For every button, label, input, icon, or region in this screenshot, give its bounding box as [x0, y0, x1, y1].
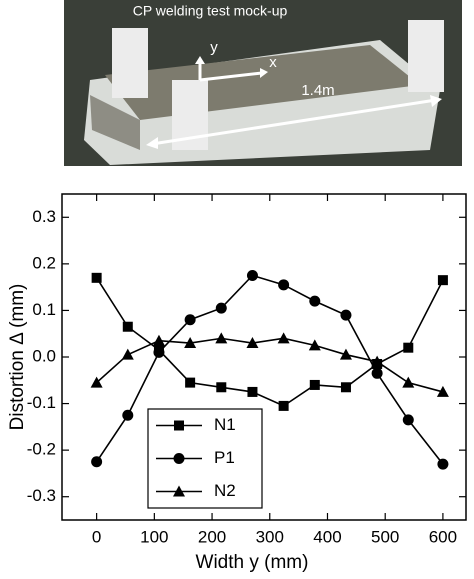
x-tick-label: 300 — [256, 527, 284, 546]
photo-title: CP welding test mock-up — [133, 3, 288, 19]
marker — [152, 334, 165, 346]
axes-arrows — [198, 62, 263, 82]
marker — [122, 409, 134, 421]
legend-label: N2 — [214, 481, 236, 500]
length-arrow — [151, 98, 437, 146]
photo: CP welding test mock-up y x 1.4m — [64, 0, 462, 166]
arrowhead — [430, 95, 442, 107]
y-tick-label: -0.2 — [27, 440, 56, 459]
y-tick-label: 0.1 — [32, 300, 56, 319]
marker — [308, 339, 321, 351]
marker — [403, 342, 414, 353]
marker — [246, 270, 258, 281]
marker — [91, 456, 103, 468]
marker — [122, 321, 133, 332]
marker — [184, 337, 197, 349]
marker — [436, 385, 449, 397]
marker — [153, 346, 165, 358]
photo-label: y — [210, 39, 218, 56]
arrowhead — [260, 68, 268, 78]
side-plate — [90, 95, 140, 150]
x-tick-label: 500 — [371, 527, 399, 546]
marker — [402, 414, 414, 426]
x-tick-label: 100 — [140, 527, 168, 546]
y-tick-label: 0.2 — [32, 253, 56, 272]
x-axis-title: Width y (mm) — [196, 552, 309, 573]
marker — [247, 386, 258, 397]
legend-label: N1 — [214, 415, 236, 434]
marker — [184, 314, 196, 326]
y-tick-label: 0.0 — [32, 346, 56, 365]
photo-label: 1.4m — [301, 82, 334, 99]
y-tick-label: 0.3 — [32, 207, 56, 226]
y-axis-title: Distortion Δ (mm) — [7, 284, 28, 431]
y-tick-label: -0.3 — [27, 486, 56, 505]
marker — [216, 382, 227, 393]
marker — [402, 376, 415, 388]
legend-label: P1 — [214, 448, 235, 467]
marker — [437, 275, 448, 286]
marker — [277, 332, 290, 344]
marker — [339, 348, 352, 360]
arrowhead — [195, 56, 205, 64]
marker — [215, 302, 227, 314]
marker — [185, 377, 196, 388]
clamp-right — [408, 20, 444, 92]
marker — [437, 458, 449, 470]
plot-frame — [61, 193, 467, 521]
marker — [91, 272, 102, 283]
marker — [90, 376, 103, 388]
marker — [371, 355, 384, 367]
x-tick-label: 0 — [92, 527, 101, 546]
series-line — [96, 337, 444, 393]
series-line — [95, 277, 444, 407]
y-tick-label: -0.1 — [27, 393, 56, 412]
marker — [309, 295, 321, 307]
arrowhead — [146, 137, 158, 149]
marker — [246, 337, 259, 349]
marker — [278, 279, 290, 291]
marker — [173, 453, 185, 464]
series-line — [95, 274, 444, 465]
marker — [309, 379, 320, 390]
marker — [121, 348, 134, 360]
marker — [371, 367, 383, 379]
marker — [340, 382, 351, 393]
marker — [278, 400, 289, 411]
x-tick-label: 200 — [198, 527, 226, 546]
marker — [174, 420, 184, 431]
clamp-left — [112, 28, 148, 98]
x-tick-label: 600 — [429, 527, 457, 546]
marker — [340, 309, 352, 321]
x-tick-label: 400 — [313, 527, 341, 546]
marker — [173, 485, 185, 497]
photo-label: x — [269, 54, 277, 71]
marker — [215, 332, 228, 344]
